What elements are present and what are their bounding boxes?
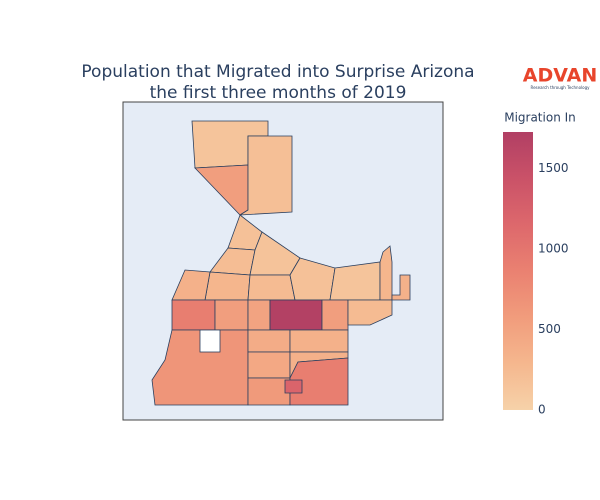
region bbox=[247, 329, 291, 353]
region bbox=[239, 135, 293, 216]
region bbox=[391, 274, 411, 301]
chart-title: the first three months of 2019 bbox=[150, 83, 407, 103]
region bbox=[204, 271, 251, 301]
colorbar-tick-label: 1500 bbox=[538, 161, 569, 175]
colorbar-tick-label: 1000 bbox=[538, 241, 569, 255]
region bbox=[214, 299, 249, 331]
logo: ADVAN bbox=[523, 65, 598, 87]
colorbar bbox=[503, 132, 533, 410]
regions bbox=[151, 120, 411, 406]
map-hole bbox=[199, 329, 221, 353]
logo-tagline: Research through Technology bbox=[530, 85, 590, 90]
region bbox=[284, 379, 303, 394]
chart-title: Population that Migrated into Surprise A… bbox=[81, 62, 474, 82]
region bbox=[289, 357, 349, 406]
region bbox=[289, 329, 349, 353]
region bbox=[247, 299, 271, 331]
region bbox=[329, 261, 381, 301]
region bbox=[247, 351, 291, 379]
colorbar-title: Migration In bbox=[504, 111, 576, 125]
region bbox=[247, 377, 291, 406]
region bbox=[171, 299, 216, 331]
region bbox=[247, 274, 296, 301]
region bbox=[269, 299, 323, 331]
region bbox=[321, 299, 349, 331]
region bbox=[347, 299, 393, 326]
colorbar-tick-label: 500 bbox=[538, 322, 561, 336]
colorbar-tick-label: 0 bbox=[538, 403, 546, 417]
